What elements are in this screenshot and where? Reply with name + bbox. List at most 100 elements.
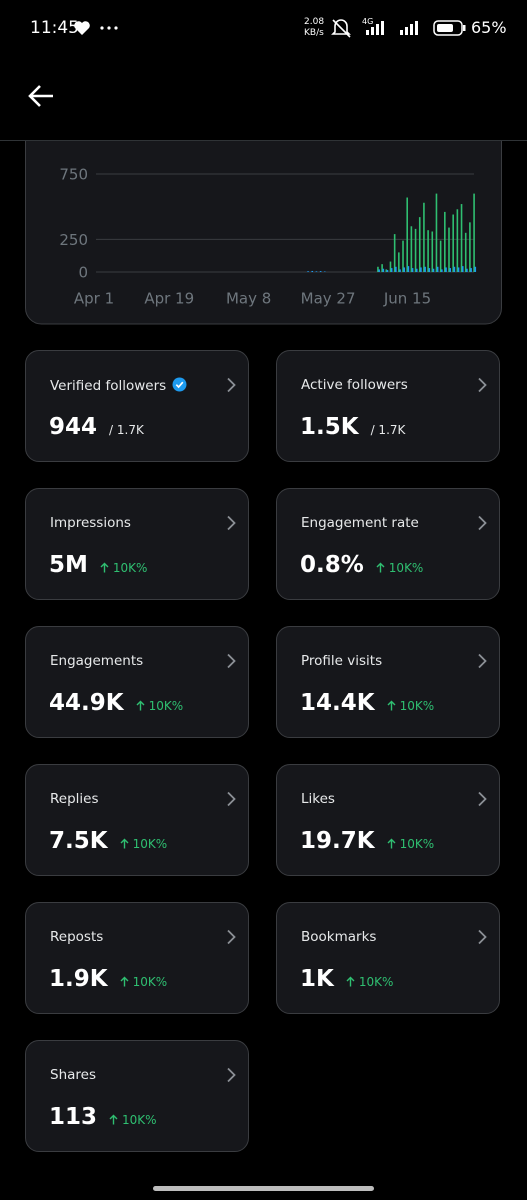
stat-label: Impressions (50, 515, 131, 531)
stat-card[interactable]: Bookmarks 1K 10K% (276, 902, 500, 1014)
up-arrow (100, 562, 109, 573)
stat-value: 1.9K 10K% (49, 966, 167, 992)
stat-value: 7.5K 10K% (49, 828, 167, 854)
up-arrow (120, 838, 129, 849)
bar (469, 222, 471, 272)
stat-change: 10K% (387, 837, 434, 851)
chevron (478, 515, 487, 531)
bar (399, 269, 401, 272)
bar (470, 268, 472, 272)
mute-icon (331, 19, 351, 38)
bar (324, 271, 326, 272)
battery-icon (433, 20, 466, 36)
up-arrow (136, 700, 145, 711)
stat-change-value: 10K% (148, 699, 184, 713)
stat-change: 10K% (387, 699, 435, 713)
stat-change: 10K% (109, 1113, 157, 1127)
up-arrow (387, 838, 396, 849)
stat-value: 113 10K% (49, 1104, 157, 1130)
stat-card[interactable]: Impressions 5M 10K% (25, 488, 249, 600)
bar (311, 270, 314, 272)
network-type: 4G (362, 17, 374, 26)
bar (420, 267, 422, 272)
up-arrow (109, 1114, 118, 1125)
bar (473, 193, 475, 272)
more-icon (100, 26, 118, 30)
bar (457, 267, 460, 272)
bar (432, 268, 435, 272)
bar (474, 266, 477, 272)
home-indicator (153, 1186, 374, 1191)
bar (449, 268, 451, 272)
bar (435, 193, 438, 272)
bar (431, 231, 434, 272)
stat-card[interactable]: Reposts 1.9K 10K% (25, 902, 249, 1014)
stat-card[interactable]: Active followers 1.5K / 1.7K (276, 350, 500, 462)
stat-number: 1.9K (49, 966, 108, 992)
stat-change: 10K% (100, 561, 147, 575)
stat-label: Profile visits (301, 653, 383, 669)
bar (393, 234, 396, 272)
back-button[interactable] (26, 82, 56, 110)
bar (378, 269, 380, 272)
stat-label: Reposts (50, 929, 104, 945)
bar (461, 266, 464, 272)
chevron (227, 791, 236, 807)
stat-change: 10K% (136, 699, 184, 713)
bar (382, 268, 385, 272)
verified-badge (172, 377, 187, 392)
bar (453, 266, 456, 272)
chart-card: 0 250 750 Apr 1 Apr 19 May 8 May 27 Jun 15 (25, 110, 502, 325)
stat-number: 14.4K (300, 690, 375, 716)
stat-value: 19.7K 10K% (300, 828, 434, 854)
bar (456, 209, 459, 272)
bar (307, 271, 309, 272)
chevron (227, 929, 236, 945)
bar (315, 271, 318, 272)
stat-change-value: 10K% (399, 699, 435, 713)
up-arrow (387, 700, 396, 711)
stat-label: Verified followers (50, 377, 187, 394)
stat-card[interactable]: Engagements 44.9K 10K% (25, 626, 249, 738)
stat-card[interactable]: Engagement rate 0.8% 10K% (276, 488, 500, 600)
stat-change-value: 10K% (388, 561, 424, 575)
net-speed-unit: KB/s (304, 28, 324, 38)
bar (464, 232, 467, 272)
bar (444, 211, 446, 272)
stat-change: 10K% (346, 975, 393, 989)
stat-card[interactable]: Profile visits 14.4K 10K% (276, 626, 500, 738)
stat-number: 1K (300, 966, 334, 992)
stat-number: 0.8% (300, 552, 364, 578)
stat-value: 944 / 1.7K (49, 414, 144, 440)
bar (403, 267, 406, 272)
bar (418, 217, 421, 272)
bar (452, 214, 454, 272)
bar (460, 204, 463, 272)
bar (398, 252, 400, 272)
bar (411, 268, 414, 272)
stat-card[interactable]: Likes 19.7K 10K% (276, 764, 500, 876)
bar (406, 197, 408, 272)
bar (415, 268, 418, 272)
stat-label: Bookmarks (301, 929, 377, 945)
stat-label: Engagement rate (301, 515, 419, 531)
stat-label: Shares (50, 1067, 96, 1083)
net-speed: 2.08 (304, 17, 325, 27)
stat-total: / 1.7K (109, 423, 144, 437)
x-tick-label: Jun 15 (383, 290, 431, 308)
stat-value: 44.9K 10K% (49, 690, 183, 716)
up-arrow (346, 976, 355, 987)
stat-number: 19.7K (300, 828, 375, 854)
stat-number: 113 (49, 1104, 98, 1130)
stat-card[interactable]: Replies 7.5K 10K% (25, 764, 249, 876)
stat-card[interactable]: Shares 113 10K% (25, 1040, 249, 1152)
x-tick-label: May 27 (301, 290, 356, 308)
stat-change: 10K% (120, 975, 167, 989)
bar (395, 266, 397, 272)
stat-number: 1.5K (300, 414, 359, 440)
stat-card[interactable]: Verified followers 944 / 1.7K (25, 350, 249, 462)
signal-icon (366, 21, 418, 35)
stat-number: 7.5K (49, 828, 108, 854)
x-tick-label: Apr 19 (144, 290, 194, 308)
